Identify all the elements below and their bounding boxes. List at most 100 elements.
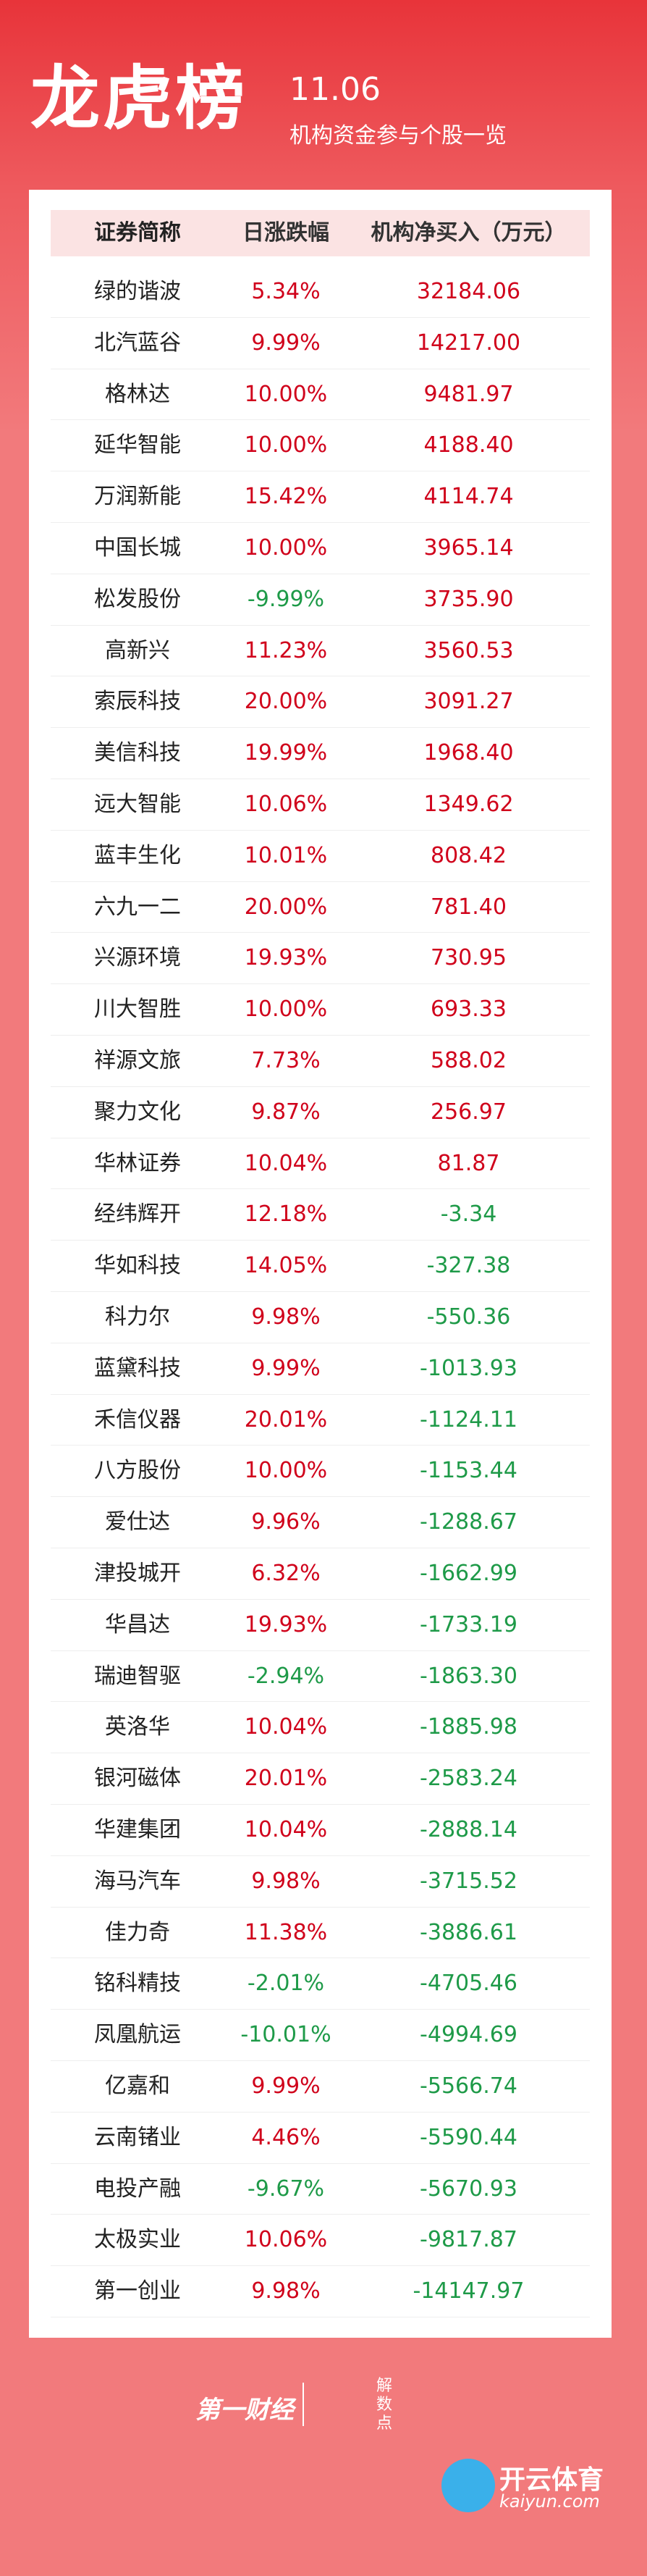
net-buy: 1968.40 (423, 740, 514, 766)
change-pct: 11.38% (244, 1919, 328, 1945)
column-header: 证券简称 (94, 220, 181, 246)
stock-name: 蓝黛科技 (94, 1355, 181, 1381)
change-pct: 9.98% (251, 1868, 321, 1894)
table-row: 云南锗业 4.46% -5590.44 (51, 2113, 590, 2164)
change-pct: 4.46% (251, 2124, 321, 2150)
stock-name: 海马汽车 (94, 1868, 181, 1894)
change-pct: 9.87% (251, 1099, 321, 1125)
table-row: 华林证券 10.04% 81.87 (51, 1138, 590, 1190)
net-buy: -327.38 (426, 1253, 511, 1279)
net-buy: -550.36 (426, 1304, 511, 1330)
subtitle: 机构资金参与个股一览 (289, 123, 507, 148)
net-buy: 9481.97 (423, 381, 514, 407)
table-row: 瑞迪智驱 -2.94% -1863.30 (51, 1651, 590, 1703)
watermark-url: kaiyun.com (499, 2491, 600, 2512)
table-row: 英洛华 10.04% -1885.98 (51, 1702, 590, 1754)
table-row: 银河磁体 20.01% -2583.24 (51, 1753, 590, 1805)
stock-name: 电投产融 (94, 2176, 181, 2202)
change-pct: 10.00% (244, 1458, 328, 1484)
change-pct: 15.42% (244, 484, 328, 510)
change-pct: 20.01% (244, 1766, 328, 1792)
stock-name: 亿嘉和 (105, 2073, 170, 2099)
table-row: 佳力奇 11.38% -3886.61 (51, 1908, 590, 1959)
net-buy: 730.95 (431, 945, 507, 971)
change-pct: -9.67% (247, 2176, 325, 2202)
table-row: 延华智能 10.00% 4188.40 (51, 420, 590, 472)
net-buy: 693.33 (431, 997, 507, 1023)
net-buy: 14217.00 (416, 330, 521, 356)
table-row: 海马汽车 9.98% -3715.52 (51, 1856, 590, 1908)
column-header: 机构净买入（万元） (371, 220, 567, 246)
net-buy: -1153.44 (420, 1458, 517, 1484)
stock-name: 格林达 (105, 381, 170, 407)
net-buy: 4114.74 (423, 484, 514, 510)
stock-name: 瑞迪智驱 (94, 1663, 181, 1689)
net-buy: -2583.24 (420, 1766, 517, 1792)
date: 11.06 (289, 71, 381, 108)
net-buy: -5566.74 (420, 2073, 517, 2099)
table-row: 华建集团 10.04% -2888.14 (51, 1805, 590, 1856)
change-pct: 5.34% (251, 279, 321, 304)
stock-name: 兴源环境 (94, 945, 181, 971)
table-header: 证券简称 日涨跌幅 机构净买入（万元） (51, 210, 590, 256)
table-row: 科力尔 9.98% -550.36 (51, 1292, 590, 1343)
table-row: 兴源环境 19.93% 730.95 (51, 933, 590, 985)
net-buy: -5590.44 (420, 2124, 517, 2150)
stock-name: 禾信仪器 (94, 1406, 181, 1432)
net-buy: 1349.62 (423, 792, 514, 817)
table-row: 松发股份 -9.99% 3735.90 (51, 574, 590, 626)
stock-name: 银河磁体 (94, 1766, 181, 1792)
change-pct: 6.32% (251, 1561, 321, 1586)
separator (303, 2383, 304, 2426)
table-row: 禾信仪器 20.01% -1124.11 (51, 1395, 590, 1446)
table-row: 川大智胜 10.00% 693.33 (51, 984, 590, 1036)
title: 龙虎榜 (30, 58, 248, 139)
table-row: 爱仕达 9.96% -1288.67 (51, 1497, 590, 1548)
table-row: 美信科技 19.99% 1968.40 (51, 728, 590, 779)
table-row: 电投产融 -9.67% -5670.93 (51, 2164, 590, 2215)
change-pct: 10.06% (244, 2227, 328, 2253)
table-row: 万润新能 15.42% 4114.74 (51, 471, 590, 523)
change-pct: 9.99% (251, 2073, 321, 2099)
net-buy: 32184.06 (416, 279, 521, 304)
net-buy: -1013.93 (420, 1355, 517, 1381)
stock-name: 中国长城 (94, 535, 181, 561)
logo-text: 解数点 (376, 2377, 393, 2433)
change-pct: 19.93% (244, 945, 328, 971)
net-buy: -1885.98 (420, 1714, 517, 1740)
change-pct: 19.99% (244, 740, 328, 766)
net-buy: -1288.67 (420, 1509, 517, 1535)
net-buy: -1124.11 (420, 1406, 517, 1432)
change-pct: 19.93% (244, 1611, 328, 1637)
table-row: 北汽蓝谷 9.99% 14217.00 (51, 318, 590, 369)
change-pct: 9.99% (251, 330, 321, 356)
stock-name: 津投城开 (94, 1561, 181, 1586)
change-pct: 10.00% (244, 381, 328, 407)
net-buy: -2888.14 (420, 1817, 517, 1842)
stock-name: 延华智能 (94, 432, 181, 458)
change-pct: -10.01% (240, 2022, 331, 2048)
stock-name: 川大智胜 (94, 997, 181, 1023)
net-buy: -3.34 (440, 1201, 497, 1228)
table-row: 蓝黛科技 9.99% -1013.93 (51, 1343, 590, 1395)
table-card: 证券简称 日涨跌幅 机构净买入（万元） 绿的谐波 5.34% 32184.06 北汽蓝… (29, 190, 612, 2338)
stock-name: 远大智能 (94, 792, 181, 817)
change-pct: -9.99% (247, 586, 325, 612)
table-row: 六九一二 20.00% 781.40 (51, 882, 590, 934)
change-pct: 9.98% (251, 2278, 321, 2304)
stock-name: 第一创业 (94, 2278, 181, 2304)
net-buy: -1733.19 (420, 1611, 517, 1637)
change-pct: 20.01% (244, 1406, 328, 1432)
watermark-icon (441, 2459, 495, 2512)
net-buy: 256.97 (431, 1099, 507, 1125)
change-pct: 10.04% (244, 1817, 328, 1842)
logo-text: 第一财经 (195, 2396, 294, 2425)
net-buy: 3091.27 (423, 689, 514, 715)
net-buy: 81.87 (437, 1150, 500, 1176)
table-row: 铭科精技 -2.01% -4705.46 (51, 1958, 590, 2010)
watermark: 开云体育 (499, 2465, 604, 2495)
table-row: 八方股份 10.00% -1153.44 (51, 1446, 590, 1498)
table-row: 索辰科技 20.00% 3091.27 (51, 676, 590, 729)
table-row: 中国长城 10.00% 3965.14 (51, 523, 590, 574)
stock-name: 华林证券 (94, 1150, 181, 1176)
